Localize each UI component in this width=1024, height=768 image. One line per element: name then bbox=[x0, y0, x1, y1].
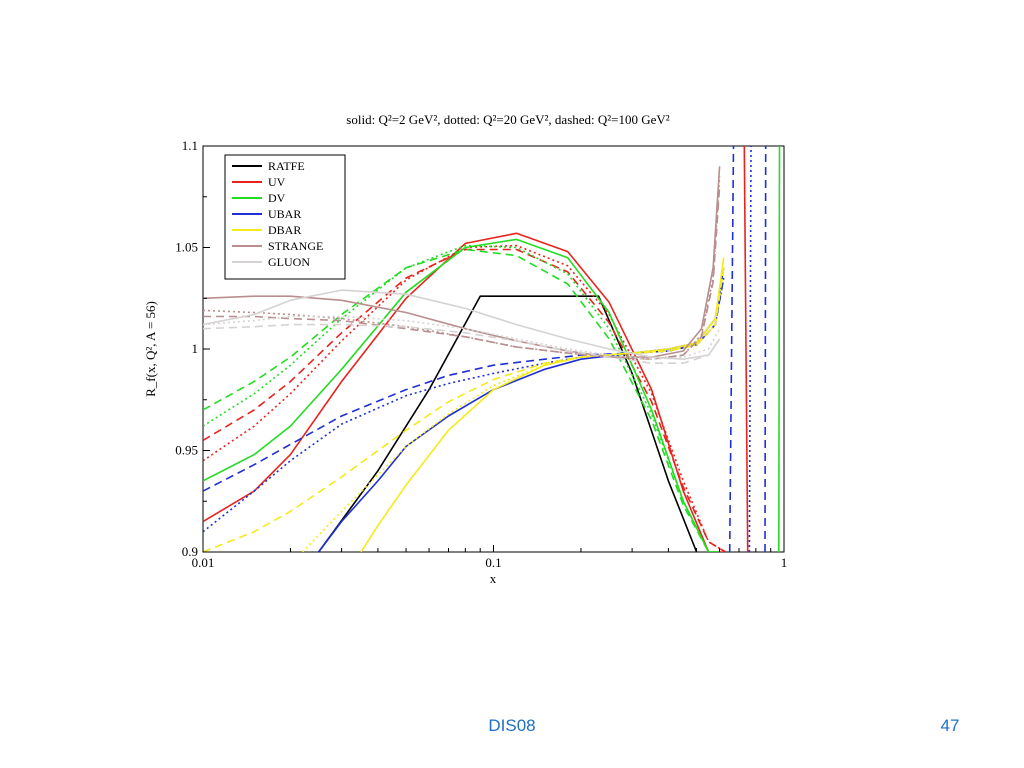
y-tick-label: 1.1 bbox=[182, 138, 198, 153]
y-tick-label: 1.05 bbox=[175, 240, 198, 255]
series-line-strange-dashed bbox=[203, 186, 721, 361]
legend: RATFE UV DV UBAR DBAR STRANGE GLUON bbox=[224, 154, 346, 280]
series-line-dv-dotted bbox=[203, 244, 720, 552]
series-line-gluon-solid bbox=[203, 289, 721, 361]
y-axis-label: R_f(x, Q², A = 56) bbox=[143, 301, 158, 397]
legend-label-strange: STRANGE bbox=[268, 239, 323, 253]
series-line-gluon-dotted bbox=[203, 315, 721, 361]
series-line-ratfe-solid bbox=[317, 295, 698, 552]
footer-conference-label: DIS08 bbox=[488, 716, 536, 735]
legend-label-uv: UV bbox=[268, 175, 286, 189]
series-line-uv-dotted bbox=[203, 244, 727, 552]
y-axis-ticks: 0.9 0.95 1 1.05 1.1 bbox=[175, 138, 210, 559]
footer-page-number: 47 bbox=[940, 716, 960, 735]
y-tick-label: 0.9 bbox=[182, 544, 198, 559]
x-axis-label: x bbox=[490, 571, 497, 586]
legend-label-ratfe: RATFE bbox=[268, 159, 305, 173]
series-line-dbar-dashed bbox=[203, 267, 725, 552]
legend-label-gluon: GLUON bbox=[268, 255, 310, 269]
y-tick-label: 1 bbox=[192, 341, 199, 356]
series-line-uv-solid bbox=[203, 232, 724, 552]
series-line-ubar-dashed bbox=[764, 146, 767, 552]
series-layer bbox=[203, 146, 781, 552]
series-line-dv-solid bbox=[777, 146, 781, 552]
legend-box bbox=[224, 154, 346, 280]
series-line-ubar-dashed bbox=[203, 277, 725, 492]
x-tick-label: 0.01 bbox=[192, 555, 215, 570]
series-line-ubar-dashed bbox=[728, 146, 735, 552]
series-line-uv-dashed bbox=[203, 248, 727, 552]
x-axis-ticks: 0.01 0.1 1 bbox=[192, 545, 788, 570]
legend-label-dv: DV bbox=[268, 191, 286, 205]
x-tick-label: 1 bbox=[781, 555, 788, 570]
y-tick-label: 0.95 bbox=[175, 443, 198, 458]
series-line-uv-solid bbox=[743, 146, 749, 552]
series-line-dbar-solid bbox=[360, 257, 725, 552]
legend-label-dbar: DBAR bbox=[268, 223, 301, 237]
legend-label-ubar: UBAR bbox=[268, 207, 301, 221]
x-tick-label: 0.1 bbox=[485, 555, 501, 570]
series-line-gluon-dashed bbox=[203, 323, 721, 365]
chart-title: solid: Q²=2 GeV², dotted: Q²=20 GeV², da… bbox=[346, 112, 669, 127]
